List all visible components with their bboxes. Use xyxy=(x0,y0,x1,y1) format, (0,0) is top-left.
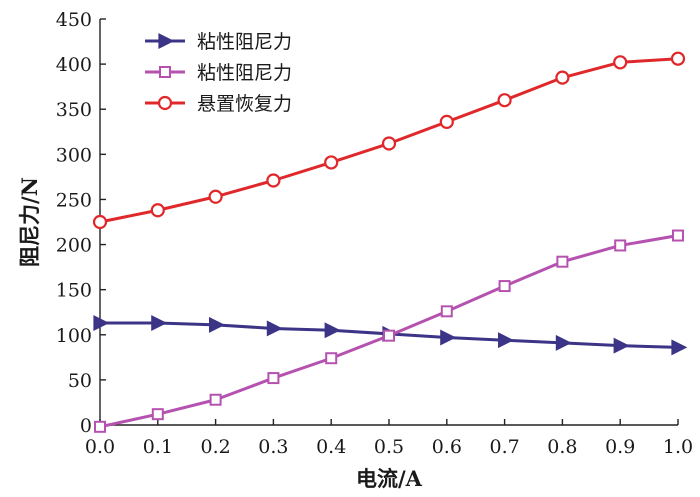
series-2-point xyxy=(614,239,627,252)
x-tick-label: 0.2 xyxy=(200,436,230,458)
y-ticks: 0 50 100 150 200 250 300 350 400 450 xyxy=(56,9,106,437)
series-3-point xyxy=(92,214,108,230)
x-tick-label: 0.3 xyxy=(258,436,288,458)
series-3-point xyxy=(555,70,570,85)
series-2-point xyxy=(440,305,453,318)
axes xyxy=(99,19,678,426)
x-ticks: 0.0 0.1 0.2 0.3 0.4 0.5 0.6 0.7 0.8 0.9 1.0 xyxy=(85,419,693,458)
legend-label: 粘性阻尼力 xyxy=(197,31,292,53)
legend-marker xyxy=(157,95,173,111)
series-3-point xyxy=(497,93,512,108)
x-tick-label: 1.0 xyxy=(663,436,693,458)
series-3-point xyxy=(439,114,454,129)
series-2-point xyxy=(672,229,684,242)
x-tick-label: 0.8 xyxy=(547,436,577,458)
x-tick-label: 0.7 xyxy=(489,436,519,458)
y-tick-label: 200 xyxy=(56,235,92,257)
axis-frame xyxy=(99,19,678,426)
series-layer xyxy=(92,51,688,433)
legend-label: 悬置恢复力 xyxy=(197,93,292,115)
y-tick-label: 450 xyxy=(56,9,92,31)
series-1-point xyxy=(555,334,572,351)
series-1-point xyxy=(209,316,225,333)
x-tick-label: 0.4 xyxy=(316,436,346,458)
series-3-point xyxy=(324,155,339,170)
series-2-point xyxy=(94,420,106,433)
series-2-point xyxy=(498,280,511,293)
series-1-point xyxy=(324,322,341,339)
series-1-point xyxy=(266,320,283,337)
legend-entry-3: 悬置恢复力 xyxy=(145,93,292,115)
y-tick-label: 400 xyxy=(56,54,92,76)
y-tick-label: 150 xyxy=(56,280,92,302)
x-tick-label: 0.5 xyxy=(374,436,404,458)
y-tick-label: 100 xyxy=(56,325,92,347)
y-tick-label: 300 xyxy=(56,144,92,166)
x-tick-label: 0.1 xyxy=(143,436,173,458)
series-2-point xyxy=(325,352,338,365)
series-2-point xyxy=(209,393,222,406)
series-3 xyxy=(92,51,686,230)
legend-marker xyxy=(159,66,171,78)
series-3-point xyxy=(613,55,628,70)
y-axis-title: 阻尼力/N xyxy=(17,177,42,267)
y-tick-label: 0 xyxy=(80,415,92,437)
series-2-point xyxy=(556,255,569,268)
legend-entry-1: 粘性阻尼力 xyxy=(145,31,292,53)
series-3-point xyxy=(266,173,281,188)
series-1-point xyxy=(440,329,457,346)
series-3-point xyxy=(208,189,223,204)
series-2-point xyxy=(151,408,164,421)
y-tick-label: 350 xyxy=(56,99,92,121)
x-tick-label: 0.6 xyxy=(432,436,462,458)
series-2-point xyxy=(383,329,395,342)
series-1-point xyxy=(498,332,514,349)
y-tick-label: 250 xyxy=(56,189,92,211)
series-1-point xyxy=(151,315,168,332)
series-2 xyxy=(94,229,684,433)
x-axis-title: 电流/A xyxy=(356,466,423,491)
series-2-point xyxy=(267,372,280,385)
y-tick-label: 50 xyxy=(68,370,92,392)
series-3-point xyxy=(381,136,397,151)
legend-label: 粘性阻尼力 xyxy=(197,62,292,84)
series-1-point xyxy=(671,339,688,356)
legend-entry-2: 粘性阻尼力 xyxy=(145,62,292,84)
series-3-point xyxy=(150,203,165,218)
series-1-point xyxy=(93,315,110,332)
legend-marker xyxy=(158,33,175,49)
series-3-point xyxy=(670,51,686,66)
series-1-point xyxy=(613,337,630,354)
x-tick-label: 0.9 xyxy=(605,436,635,458)
x-tick-label: 0.0 xyxy=(85,436,115,458)
